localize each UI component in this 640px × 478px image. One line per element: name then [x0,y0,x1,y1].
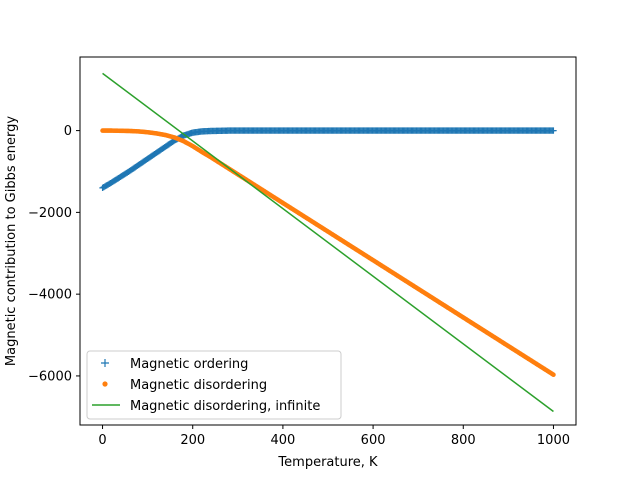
legend-label: Magnetic disordering [130,378,267,393]
y-tick-label: 0 [64,124,72,139]
plot-data-layer [99,72,557,413]
x-tick-label: 0 [98,433,106,448]
x-tick-label: 1000 [537,433,570,448]
legend-label: Magnetic disordering, infinite [130,399,320,414]
legend-handle-plus [101,359,109,367]
legend-item-0: Magnetic ordering [101,357,248,372]
x-tick-label: 800 [451,433,476,448]
y-axis-ticks: −6000 −4000 −2000 0 [28,124,80,384]
y-tick-label: −4000 [28,288,72,303]
x-axis-ticks: 0 200 400 600 800 1000 [98,425,570,448]
legend: Magnetic ordering Magnetic disordering Mag… [86,350,342,420]
y-axis-label: Magnetic contribution to Gibbs energy [4,116,19,366]
x-tick-label: 600 [361,433,386,448]
x-tick-label: 400 [270,433,295,448]
legend-box [86,350,342,420]
legend-label: Magnetic ordering [130,357,248,372]
series-2 [102,72,554,413]
ordering-marker [550,127,557,134]
disordering-marker [551,372,556,378]
y-tick-label: −2000 [28,206,72,221]
series-line-2 [102,72,554,413]
legend-item-2: Magnetic disordering, infinite [92,399,320,414]
series-1 [100,128,556,378]
y-tick-label: −6000 [28,369,72,384]
x-tick-label: 200 [180,433,205,448]
legend-handle-dot [102,381,108,387]
x-axis-label: Temperature, K [277,455,378,470]
axes-frame [79,56,577,426]
legend-item-1: Magnetic disordering [102,378,267,393]
